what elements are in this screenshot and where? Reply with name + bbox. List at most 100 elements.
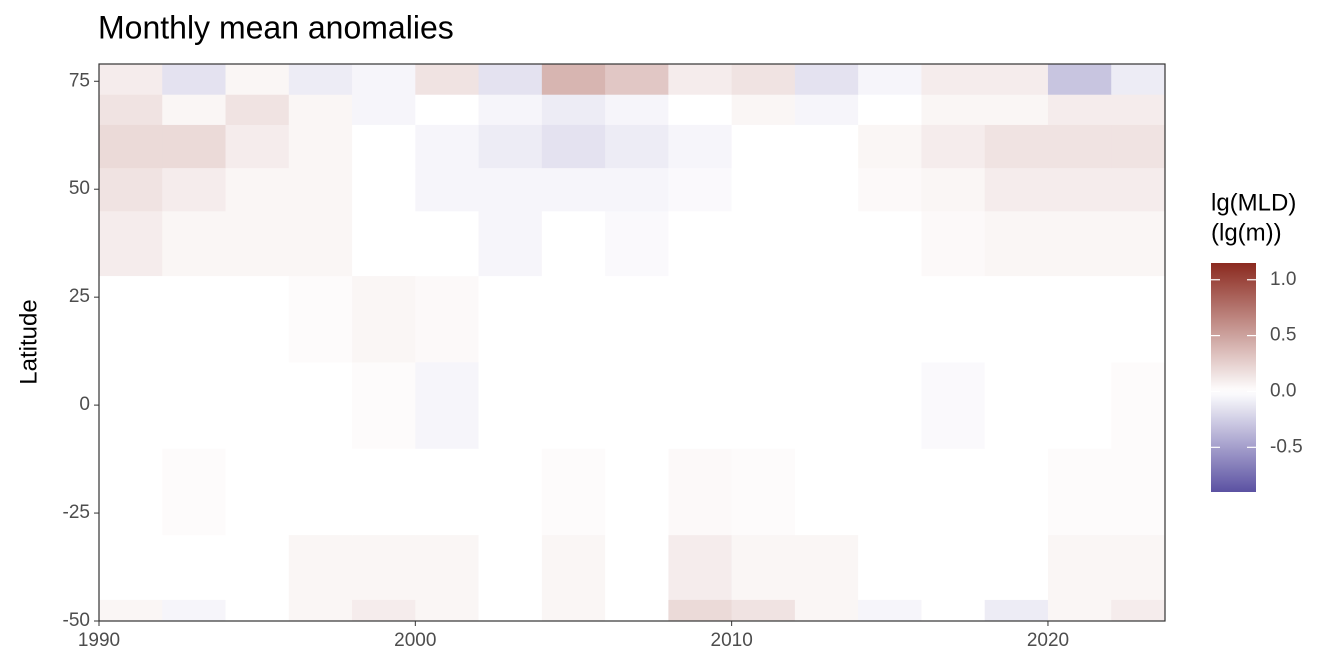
heat-cell (605, 534, 669, 600)
heat-cell (668, 210, 733, 277)
legend-title: (lg(m)) (1211, 219, 1282, 246)
heat-cell (99, 599, 163, 622)
heat-cell (668, 534, 733, 600)
heat-cell (99, 275, 163, 363)
heat-cell (605, 210, 669, 277)
heat-cell (415, 361, 480, 449)
heat-cell (1047, 167, 1112, 212)
heat-cell (541, 94, 606, 125)
heat-cell (288, 361, 353, 449)
heat-cell (541, 167, 606, 212)
heat-cell (478, 94, 543, 125)
heat-cell (921, 210, 986, 277)
heat-cell (605, 599, 669, 622)
heat-cell (731, 599, 796, 622)
heat-cell (794, 94, 859, 125)
heat-cell (541, 599, 606, 622)
heat-cell (731, 94, 796, 125)
heat-cell (668, 94, 733, 125)
heat-cell (794, 448, 859, 536)
heat-cell (478, 448, 543, 536)
plot-border (98, 63, 1166, 622)
heat-cell (1111, 64, 1166, 95)
y-tick-label: -25 (63, 502, 90, 523)
heat-cell (668, 599, 733, 622)
heat-cell (162, 599, 227, 622)
heat-cell (984, 275, 1049, 363)
heat-cell (668, 124, 733, 169)
heat-cell (605, 448, 669, 536)
heat-cell (1111, 448, 1166, 536)
heat-cell (731, 275, 796, 363)
heat-cell (1047, 64, 1112, 95)
heat-cell (225, 534, 290, 600)
heat-cell (794, 64, 859, 95)
colorbar-tick-label: 0.5 (1270, 325, 1296, 346)
heat-cell (225, 448, 290, 536)
heat-cell (794, 124, 859, 169)
heat-cell (984, 210, 1049, 277)
heat-cell (605, 124, 669, 169)
heat-cell (794, 275, 859, 363)
heat-cell (478, 124, 543, 169)
heat-cell (1111, 94, 1166, 125)
heat-cell (478, 534, 543, 600)
heat-cell (984, 534, 1049, 600)
heat-cell (794, 210, 859, 277)
heat-cell (605, 167, 669, 212)
heat-cell (921, 361, 986, 449)
heat-cell (352, 534, 416, 600)
heat-cell (794, 361, 859, 449)
heat-cell (288, 94, 353, 125)
heat-cell (478, 64, 543, 95)
heat-cell (921, 599, 986, 622)
heat-cell (99, 534, 163, 600)
heat-cell (99, 94, 163, 125)
heat-cell (541, 124, 606, 169)
heat-cell (858, 275, 922, 363)
heat-cell (162, 210, 227, 277)
heat-cell (288, 167, 353, 212)
heat-cell (225, 361, 290, 449)
heat-cell (162, 448, 227, 536)
heat-cell (352, 599, 416, 622)
heat-cell (1111, 599, 1166, 622)
heat-cell (415, 534, 480, 600)
heat-cell (921, 124, 986, 169)
heat-cell (668, 448, 733, 536)
heat-cell (352, 94, 416, 125)
heat-cell (99, 361, 163, 449)
heat-cell (1047, 94, 1112, 125)
heat-cell (668, 64, 733, 95)
heat-cell (162, 361, 227, 449)
heat-cell (984, 599, 1049, 622)
heat-cell (731, 64, 796, 95)
heat-cell (605, 64, 669, 95)
heat-cell (1047, 599, 1112, 622)
heat-cell (858, 64, 922, 95)
colorbar-tick-label: 1.0 (1270, 269, 1296, 290)
heat-cell (225, 94, 290, 125)
heat-cell (162, 124, 227, 169)
chart-title: Monthly mean anomalies (98, 9, 454, 45)
heat-cell (794, 599, 859, 622)
heat-cell (858, 599, 922, 622)
heat-cell (1047, 361, 1112, 449)
heat-cell (1111, 167, 1166, 212)
heat-cell (352, 124, 416, 169)
heat-cell (858, 534, 922, 600)
heat-cell (162, 534, 227, 600)
heat-cell (668, 361, 733, 449)
heat-cell (415, 167, 480, 212)
heat-cell (921, 534, 986, 600)
heat-cell (921, 94, 986, 125)
heat-cell (541, 64, 606, 95)
colorbar-tick-label: -0.5 (1270, 436, 1303, 457)
y-tick-label: 75 (69, 70, 90, 91)
heat-cell (99, 167, 163, 212)
heat-cell (668, 275, 733, 363)
x-tick-label: 2020 (1027, 630, 1069, 651)
heat-cell (858, 210, 922, 277)
heat-cell (1111, 534, 1166, 600)
